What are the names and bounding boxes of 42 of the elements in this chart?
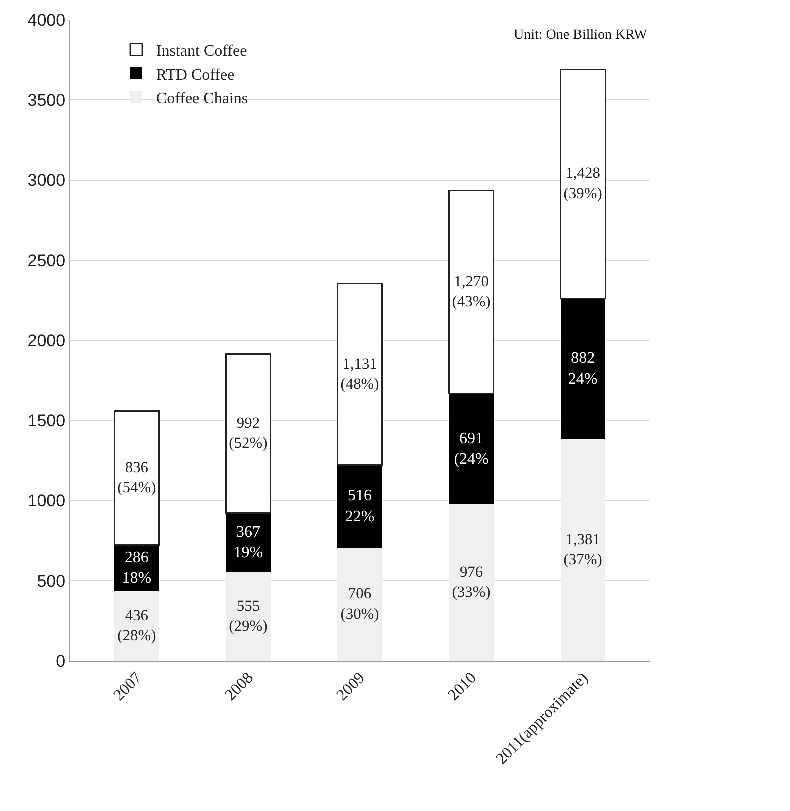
data-label: 1,131 (48%)	[340, 356, 380, 393]
bar	[226, 354, 272, 514]
bar	[337, 283, 383, 466]
y-tick-label: 4000	[28, 10, 66, 30]
data-label: 706 (30%)	[340, 586, 380, 623]
bar	[560, 68, 606, 299]
bar	[226, 513, 271, 572]
bar	[448, 190, 494, 394]
data-label: 691 (24%	[454, 430, 489, 468]
data-label: 882 24%	[568, 350, 598, 388]
bar	[560, 298, 606, 440]
bar	[338, 465, 382, 548]
y-tick-label: 1500	[28, 412, 66, 431]
bar	[449, 504, 494, 661]
data-label: 976 (33%)	[452, 564, 491, 602]
data-label: 1,381 (37%)	[564, 532, 602, 569]
y-tick-label: 0	[56, 652, 66, 671]
data-label: 436 (28%)	[118, 607, 156, 644]
bar	[560, 440, 606, 661]
bar	[449, 394, 494, 505]
data-label: 1,270 (43%)	[452, 273, 491, 310]
data-label: 367 19%	[234, 524, 264, 562]
data-label: 992 (52%)	[229, 415, 268, 452]
y-tick-label: 2500	[28, 251, 66, 270]
bar	[114, 591, 160, 661]
legend-label: Instant Coffee	[156, 42, 248, 60]
y-tick-label: 3500	[28, 91, 66, 110]
y-tick-label: 1000	[28, 492, 66, 511]
annotation: Unit: One Billion KRW	[514, 28, 648, 43]
bar	[114, 410, 160, 546]
data-label: 286 18%	[122, 549, 152, 588]
data-label: 555 (29%)	[229, 598, 268, 635]
data-label: 1,428 (39%)	[564, 165, 602, 202]
data-label: 836 (54%)	[118, 460, 156, 497]
data-label: 516 22%	[345, 488, 375, 526]
bar	[226, 572, 271, 661]
legend-label: RTD Coffee	[156, 66, 235, 84]
y-tick-label: 3000	[28, 171, 66, 190]
legend-label: Coffee Chains	[156, 90, 248, 108]
y-tick-label: 500	[37, 572, 66, 591]
y-tick-label: 2000	[28, 331, 66, 350]
bar	[338, 548, 382, 661]
